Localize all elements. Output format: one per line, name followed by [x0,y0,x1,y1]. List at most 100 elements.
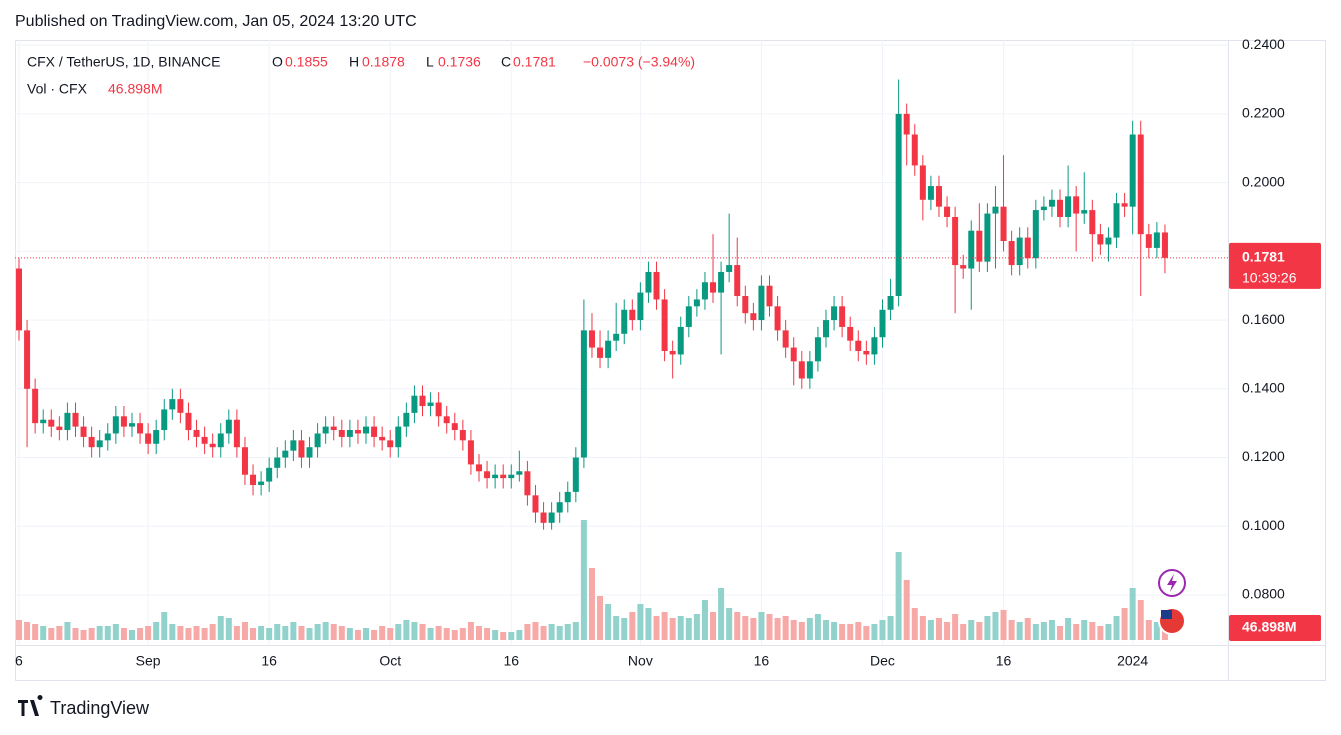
y-tick-label: 0.1000 [1242,517,1285,533]
volume-bar [443,628,450,640]
volume-bar [734,612,741,640]
legend-close: 0.1781 [513,54,556,70]
candle-body [1129,134,1136,207]
volume-bar [645,608,652,640]
volume-bar [944,622,951,640]
volume-bar [241,622,248,640]
volume-bar [1129,588,1136,640]
volume-bar [500,632,507,640]
candle-body [330,426,337,431]
candle-body [1057,199,1064,217]
volume-bar [774,618,781,640]
volume-bar [621,618,628,640]
volume-bar [693,614,700,640]
candle-body [363,426,370,434]
x-tick-label: 16 [996,653,1012,669]
x-tick-label: Dec [870,653,895,669]
candle-body [411,395,418,413]
candle-body [72,412,79,427]
last-price-tag [1229,242,1321,289]
volume-bar [419,624,426,640]
chart-frame [15,40,1326,681]
volume-bar [258,626,265,640]
volume-bar [1145,620,1152,640]
ticker: CFX / TetherUS, 1D, BINANCE [27,54,220,70]
candle-body [24,330,31,389]
candle-body [605,340,612,358]
candle-body [306,447,313,458]
volume-bar [88,628,95,640]
volume-bar [831,622,838,640]
candle-body [403,412,410,427]
volume-bar [290,622,297,640]
candle-body [548,512,555,523]
volume-bar [919,616,926,640]
grid [15,40,1228,645]
candle-body [120,416,127,427]
candle-body [48,419,55,427]
volume-bar [742,616,749,640]
volume-bar [201,628,208,640]
candle-body [516,471,523,475]
candle-body [1008,241,1015,266]
candle-body [64,412,71,431]
candle-body [742,296,749,314]
volume-bar [225,618,232,640]
candle-body [960,265,967,269]
volume-bar [1057,626,1064,640]
y-tick-label: 0.1400 [1242,380,1285,396]
candle-body [718,271,725,293]
candle-body [855,340,862,351]
candle-body [371,426,378,437]
flag-canton [1161,610,1172,619]
candle-body [839,306,846,327]
volume-bar [1081,620,1088,640]
volume-bar [637,604,644,640]
candle-body [669,350,676,355]
x-tick-label: 16 [503,653,519,669]
volume-bar [508,632,515,640]
candle-body [177,399,184,413]
candle-body [758,285,765,321]
volume-bar [540,626,547,640]
volume-bar [580,520,587,640]
candle-body [935,186,942,207]
candle-body [919,165,926,200]
volume-bar [346,628,353,640]
volume-bar [952,614,959,640]
candle-body [322,426,329,434]
y-tick-label: 0.0800 [1242,586,1285,602]
volume-bar [984,616,991,640]
candle-body [588,330,595,348]
volume-bar [976,622,983,640]
candle-body [484,471,491,479]
volume-bar [895,552,902,640]
candle-body [298,440,305,458]
legend-high: 0.1878 [362,54,405,70]
volume-bar [677,616,684,640]
candle-body [80,426,87,437]
volume-bar [48,628,55,640]
volume-bar [217,616,224,640]
volume-bar [169,624,176,640]
candle-body [847,326,854,341]
candle-body [661,299,668,351]
candle-body [879,309,886,338]
volume-bar [120,628,127,640]
volume-bar [661,612,668,640]
volume-bar [492,630,499,640]
volume-bar [992,612,999,640]
volume-bar [250,628,257,640]
volume-bar [177,626,184,640]
tv-logo [18,695,43,716]
volume-bar [605,604,612,640]
volume-bar [137,628,144,640]
volume-value: 46.898M [108,81,162,97]
volume-bar [1113,616,1120,640]
candle-body [1161,232,1168,258]
candle-body [911,134,918,166]
volume-bar [185,628,192,640]
candle-body [750,313,757,321]
y-tick-label: 0.2400 [1242,36,1285,52]
volume-bar [588,568,595,640]
